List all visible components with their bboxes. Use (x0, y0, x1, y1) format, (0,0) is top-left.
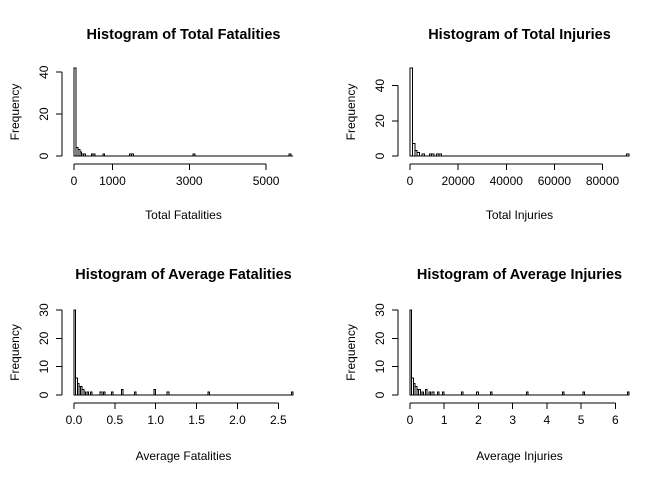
histogram-panel-1: Histogram of Total Fatalities Total Fatal… (8, 27, 293, 222)
y-tick-label: 20 (37, 107, 51, 121)
y-tick-label: 20 (373, 331, 387, 345)
y-tick-label: 10 (37, 360, 51, 374)
x-tick-label: 0 (407, 174, 414, 188)
y-tick-label: 0 (37, 152, 51, 159)
y-axis-label: Frequency (344, 84, 358, 141)
x-tick-label: 6 (612, 413, 619, 427)
x-tick-label: 0 (407, 413, 414, 427)
x-axis-label: Total Injuries (486, 208, 553, 222)
x-tick-label: 1.0 (147, 413, 164, 427)
x-tick-label: 2.0 (229, 413, 246, 427)
histogram-bar (153, 388, 157, 396)
histogram-panel-3: Histogram of Average Fatalities Average F… (8, 267, 294, 463)
histogram-bar (416, 151, 421, 157)
y-tick-label: 0 (37, 391, 51, 398)
x-tick-label: 0 (71, 174, 78, 188)
x-tick-label: 80000 (586, 174, 620, 188)
y-tick-label: 0 (373, 152, 387, 159)
x-tick-label: 20000 (441, 174, 475, 188)
histogram-bar (120, 388, 124, 396)
histogram-bar (73, 67, 77, 157)
y-tick-label: 40 (373, 79, 387, 93)
y-tick-label: 20 (37, 331, 51, 345)
x-tick-label: 60000 (538, 174, 572, 188)
x-tick-label: 2 (475, 413, 482, 427)
chart-title: Histogram of Average Injuries (417, 267, 622, 283)
x-tick-label: 3000 (176, 174, 203, 188)
x-tick-label: 1.5 (188, 413, 205, 427)
x-tick-label: 1 (441, 413, 448, 427)
chart-title: Histogram of Total Fatalities (87, 27, 281, 43)
x-axis-label: Average Injuries (476, 449, 563, 463)
x-tick-label: 5000 (253, 174, 280, 188)
histogram-bar (418, 388, 421, 396)
y-axis-label: Frequency (8, 324, 22, 381)
y-tick-label: 30 (373, 303, 387, 317)
histogram-panel-4: Histogram of Average Injuries Average Inj… (344, 267, 630, 463)
x-tick-label: 4 (544, 413, 551, 427)
chart-title: Histogram of Average Fatalities (75, 267, 292, 283)
x-axis-label: Average Fatalities (136, 449, 232, 463)
x-axis-label: Total Fatalities (145, 208, 222, 222)
x-tick-label: 0.5 (107, 413, 124, 427)
y-tick-label: 20 (373, 114, 387, 128)
histogram-bar (424, 388, 428, 396)
x-tick-label: 0.0 (66, 413, 83, 427)
x-tick-label: 3 (509, 413, 516, 427)
y-axis-label: Frequency (8, 84, 22, 141)
histogram-panel-2: Histogram of Total Injuries Total Injurie… (344, 27, 630, 222)
y-tick-label: 10 (373, 360, 387, 374)
histogram-bar (409, 67, 413, 157)
x-tick-label: 40000 (490, 174, 524, 188)
x-tick-label: 1000 (99, 174, 126, 188)
y-axis-label: Frequency (344, 324, 358, 381)
y-tick-label: 30 (37, 303, 51, 317)
x-tick-label: 2.5 (270, 413, 287, 427)
chart-title: Histogram of Total Injuries (428, 27, 611, 43)
y-tick-label: 0 (373, 391, 387, 398)
y-tick-label: 40 (37, 65, 51, 79)
x-tick-label: 5 (578, 413, 585, 427)
